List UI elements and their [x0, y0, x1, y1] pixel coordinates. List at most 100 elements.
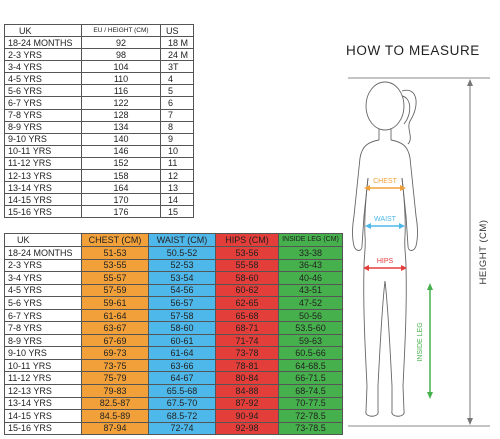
table-cell: 6-7 YRS	[4, 308, 82, 323]
table-cell: 60-61	[148, 333, 216, 348]
table-cell: 134	[81, 120, 161, 134]
table-cell: 9-10 YRS	[4, 132, 82, 146]
table-cell: 73-75	[81, 358, 149, 373]
table-cell: 53-54	[148, 271, 216, 285]
measurement-table-row: 5-6 YRS 59-61 56-57 62-65 47-52	[4, 296, 343, 310]
table-cell: 68-71	[215, 321, 279, 335]
table-cell: 13-14 YRS	[4, 181, 82, 195]
table-cell: 122	[81, 96, 161, 110]
table-cell: 18 M	[160, 35, 194, 50]
table-cell: 54-56	[148, 283, 216, 298]
table-cell: 12	[160, 169, 194, 183]
table-cell: 78-81	[215, 358, 279, 373]
waist-arrow-icon	[365, 223, 405, 229]
table-cell: 14-15 YRS	[4, 193, 82, 207]
table-cell: 8-9 YRS	[4, 333, 82, 348]
table-cell: 10-11 YRS	[4, 144, 82, 158]
table-cell: 15-16 YRS	[4, 205, 82, 219]
table-cell: 2-3 YRS	[4, 258, 82, 273]
table-cell: 3T	[160, 60, 194, 74]
size-table-row: 10-11 YRS 146 10	[4, 144, 194, 158]
table-cell: 164	[81, 181, 161, 195]
table-cell: 116	[81, 84, 161, 98]
measurement-table-row: 3-4 YRS 55-57 53-54 58-60 40-46	[4, 271, 343, 285]
table-cell: 40-46	[278, 271, 343, 285]
table-cell: 72-78.5	[278, 409, 343, 423]
table-cell: 87-94	[81, 421, 149, 436]
measurement-table-row: 7-8 YRS 63-67 58-60 68-71 53.5-60	[4, 321, 343, 335]
table-cell: 10-11 YRS	[4, 358, 82, 373]
table-cell: 92-98	[215, 421, 279, 436]
size-table-row: 13-14 YRS 164 13	[4, 181, 194, 195]
table-cell: 5	[160, 84, 194, 98]
table-cell: 61-64	[81, 308, 149, 323]
table-cell: 158	[81, 169, 161, 183]
header-uk: UK	[4, 233, 82, 247]
table-cell: 82.5-87	[81, 396, 149, 411]
table-cell: 57-59	[81, 283, 149, 298]
size-table-body: 18-24 MONTHS 92 18 M 2-3 YRS 98 24 M 3-4 YRS 10…	[4, 35, 194, 219]
table-cell: 75-79	[81, 371, 149, 385]
table-cell: 61-64	[148, 346, 216, 360]
table-cell: 3-4 YRS	[4, 271, 82, 285]
table-cell: 50-56	[278, 308, 343, 323]
table-cell: 7-8 YRS	[4, 321, 82, 335]
table-cell: 14-15 YRS	[4, 409, 82, 423]
measurement-table-row: 9-10 YRS 69-73 61-64 73-78 60.5-66	[4, 346, 343, 360]
table-cell: 63-67	[81, 321, 149, 335]
table-cell: 71-74	[215, 333, 279, 348]
table-cell: 87-92	[215, 396, 279, 411]
table-cell: 6-7 YRS	[4, 96, 82, 110]
waist-label: WAIST	[374, 216, 397, 223]
table-cell: 9-10 YRS	[4, 346, 82, 360]
measurement-table-row: 2-3 YRS 53-55 52-53 55-58 36-43	[4, 258, 343, 273]
table-cell: 5-6 YRS	[4, 84, 82, 98]
table-cell: 18-24 MONTHS	[4, 246, 82, 260]
table-cell: 110	[81, 72, 161, 86]
table-cell: 72-74	[148, 421, 216, 436]
table-cell: 104	[81, 60, 161, 74]
table-cell: 170	[81, 193, 161, 207]
table-cell: 43-51	[278, 283, 343, 298]
table-cell: 90-94	[215, 409, 279, 423]
table-cell: 8-9 YRS	[4, 120, 82, 134]
header-us: US	[160, 24, 194, 37]
table-cell: 4	[160, 72, 194, 86]
size-table-row: 3-4 YRS 104 3T	[4, 60, 194, 74]
measurement-table-row: 10-11 YRS 73-75 63-66 78-81 64-68.5	[4, 358, 343, 373]
size-table-row: 9-10 YRS 140 9	[4, 132, 194, 146]
table-cell: 13	[160, 181, 194, 195]
table-cell: 60.5-66	[278, 346, 343, 360]
table-cell: 55-57	[81, 271, 149, 285]
table-cell: 8	[160, 120, 194, 134]
table-cell: 176	[81, 205, 161, 219]
table-cell: 58-60	[148, 321, 216, 335]
measurement-table-row: 12-13 YRS 79-83 65.5-68 84-88 68-74.5	[4, 384, 343, 398]
hips-label: HIPS	[377, 258, 394, 265]
table-cell: 33-38	[278, 246, 343, 260]
size-table-row: 18-24 MONTHS 92 18 M	[4, 35, 194, 50]
inside-leg-label: INSIDE LEG	[417, 322, 424, 361]
table-cell: 9	[160, 132, 194, 146]
table-cell: 13-14 YRS	[4, 396, 82, 411]
table-cell: 59-61	[81, 296, 149, 310]
table-cell: 66-71.5	[278, 371, 343, 385]
table-cell: 140	[81, 132, 161, 146]
size-table-row: 11-12 YRS 152 11	[4, 156, 194, 171]
how-to-measure-title: HOW TO MEASURE	[346, 43, 480, 58]
table-cell: 128	[81, 108, 161, 122]
table-cell: 7	[160, 108, 194, 122]
table-cell: 84.5-89	[81, 409, 149, 423]
table-cell: 69-73	[81, 346, 149, 360]
table-cell: 64-68.5	[278, 358, 343, 373]
table-cell: 152	[81, 156, 161, 171]
header-inside-leg: INSIDE LEG (CM)	[278, 233, 343, 247]
height-arrow-icon	[467, 79, 473, 425]
table-cell: 11	[160, 156, 194, 171]
table-cell: 50.5-52	[148, 246, 216, 260]
table-cell: 64-67	[148, 371, 216, 385]
height-label: HEIGHT (CM)	[478, 220, 489, 285]
chest-arrow-icon	[364, 185, 406, 191]
table-cell: 51-53	[81, 246, 149, 260]
table-cell: 10	[160, 144, 194, 158]
